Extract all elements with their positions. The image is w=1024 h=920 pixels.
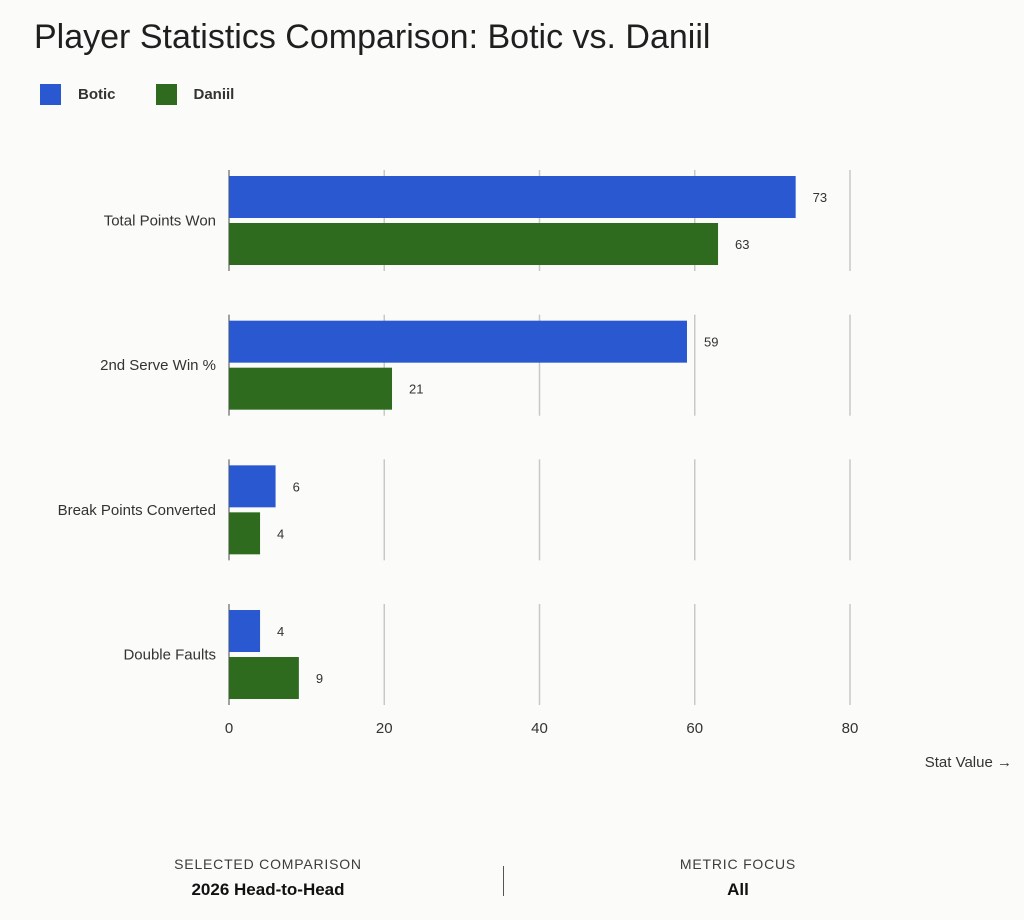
legend-swatch-daniil (155, 84, 177, 105)
metric-focus-value: All (727, 880, 749, 899)
footer: SELECTED COMPARISON 2026 Head-to-Head ME… (0, 856, 1024, 916)
category-label: Break Points Converted (58, 502, 216, 519)
bar-daniil (229, 223, 719, 265)
x-tick-label: 20 (376, 720, 393, 737)
bar-botic (229, 610, 261, 653)
footer-divider (503, 866, 504, 896)
bar-chart: 73 63 Total Points Won 59 21 2nd Serve Win % 6… (58, 170, 1012, 771)
data-label-botic: 6 (293, 479, 300, 494)
x-tick-label: 0 (225, 720, 233, 737)
bar-daniil (229, 512, 261, 555)
bar-daniil (229, 657, 299, 700)
category-label: 2nd Serve Win % (100, 357, 216, 374)
legend-item-daniil[interactable]: Daniil (155, 84, 235, 105)
bar-botic (229, 176, 796, 218)
selected-comparison-caption: SELECTED COMPARISON (174, 856, 362, 872)
bar-daniil (229, 367, 393, 410)
x-axis-label: Stat Value → (925, 754, 1012, 771)
x-tick-label: 80 (842, 720, 859, 737)
data-label-daniil: 4 (277, 526, 284, 541)
bar-botic (229, 320, 687, 363)
selected-comparison[interactable]: SELECTED COMPARISON 2026 Head-to-Head (118, 856, 418, 900)
chart-title: Player Statistics Comparison: Botic vs. … (34, 18, 711, 56)
data-label-botic: 73 (813, 190, 827, 205)
category-label: Double Faults (123, 647, 216, 664)
data-label-botic: 4 (277, 624, 284, 639)
data-label-daniil: 9 (316, 671, 323, 686)
legend-swatch-botic (40, 84, 61, 105)
metric-focus-caption: METRIC FOCUS (679, 856, 797, 872)
x-tick-label: 60 (686, 720, 703, 737)
legend-item-botic[interactable]: Botic (40, 84, 116, 105)
selected-comparison-value: 2026 Head-to-Head (191, 880, 345, 899)
metric-focus[interactable]: METRIC FOCUS All (588, 856, 888, 900)
bar-botic (229, 465, 276, 508)
legend: Botic Daniil (40, 84, 274, 105)
legend-label-daniil: Daniil (193, 86, 235, 103)
x-tick-label: 40 (531, 720, 548, 737)
data-label-botic: 59 (704, 335, 718, 350)
data-label-daniil: 63 (735, 237, 749, 252)
legend-label-botic: Botic (78, 86, 116, 103)
category-label: Total Points Won (104, 213, 216, 230)
data-label-daniil: 21 (409, 382, 423, 397)
